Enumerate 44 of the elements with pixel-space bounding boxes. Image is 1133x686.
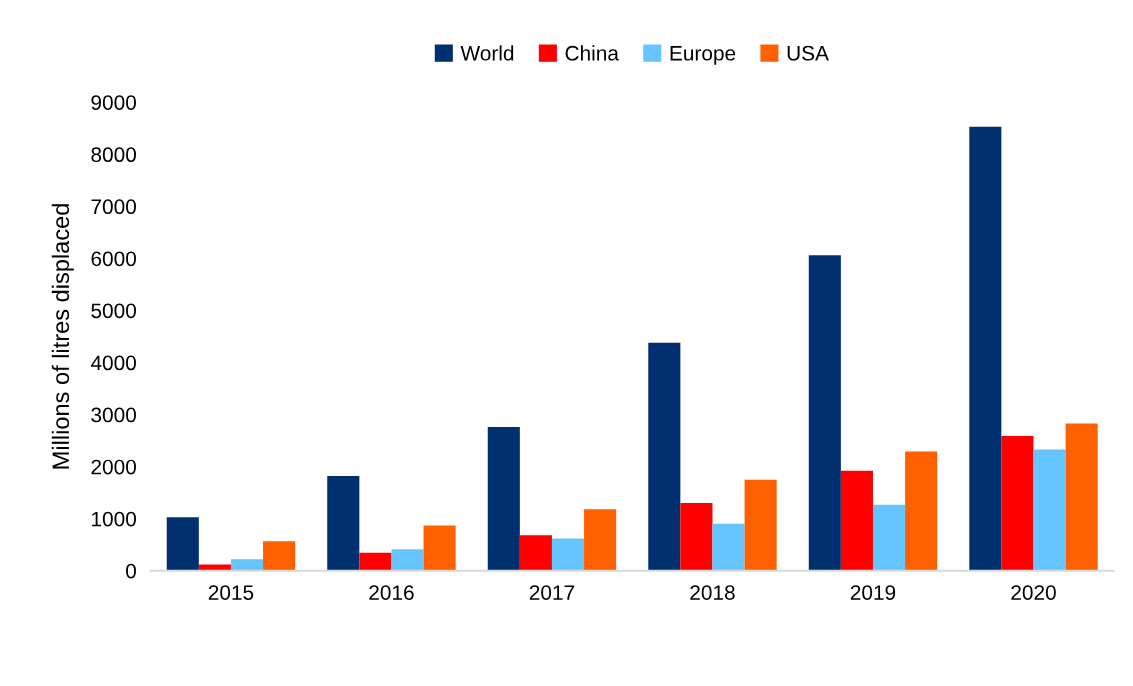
y-tick-label: 4000: [90, 355, 136, 371]
bar: [905, 451, 938, 571]
legend-label: China: [565, 45, 619, 61]
y-tick-label: 3000: [91, 407, 136, 423]
x-tick-label: 2015: [208, 585, 254, 600]
bar: [680, 503, 713, 571]
bar: [1065, 423, 1098, 571]
bar: [263, 541, 296, 571]
y-tick-label: 6000: [91, 251, 136, 267]
bar: [808, 255, 841, 571]
bar: [872, 504, 906, 571]
bar: [1033, 449, 1066, 571]
bar: [519, 535, 552, 571]
bar: [166, 517, 199, 571]
legend-label: USA: [787, 45, 829, 61]
bar: [327, 476, 360, 571]
y-tick-label: 1000: [92, 511, 136, 527]
bar: [584, 509, 617, 571]
bar: [712, 523, 745, 571]
legend-label: Europe: [670, 46, 736, 65]
y-tick-label: 2000: [91, 459, 136, 475]
x-tick-label: 2017: [529, 585, 575, 600]
bar: [230, 559, 264, 571]
x-tick-label: 2016: [369, 585, 414, 600]
bar: [423, 525, 456, 571]
bar: [551, 538, 585, 571]
bar: [359, 552, 392, 571]
y-axis-title: Millions of litres displaced: [51, 204, 74, 469]
bar: [391, 549, 424, 571]
legend-label: World: [460, 45, 514, 61]
y-tick-label: 5000: [91, 303, 136, 319]
y-tick-label: 8000: [91, 147, 136, 163]
bar: [840, 470, 873, 571]
bar: [969, 126, 1002, 571]
bar: [1001, 435, 1034, 571]
x-tick-label: 2018: [690, 585, 735, 600]
y-tick-label: 9000: [91, 95, 136, 110]
x-tick-label: 2019: [850, 585, 896, 600]
y-tick-label: 7000: [91, 199, 136, 215]
bar: [487, 427, 520, 571]
x-tick-label: 2020: [1011, 585, 1056, 600]
y-tick-label: 0: [126, 563, 136, 579]
bar: [744, 479, 777, 571]
bar: [648, 342, 681, 571]
